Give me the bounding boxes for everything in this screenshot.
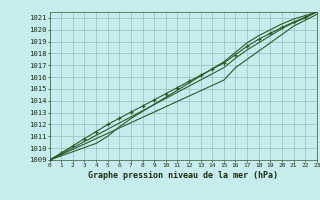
X-axis label: Graphe pression niveau de la mer (hPa): Graphe pression niveau de la mer (hPa): [88, 171, 278, 180]
